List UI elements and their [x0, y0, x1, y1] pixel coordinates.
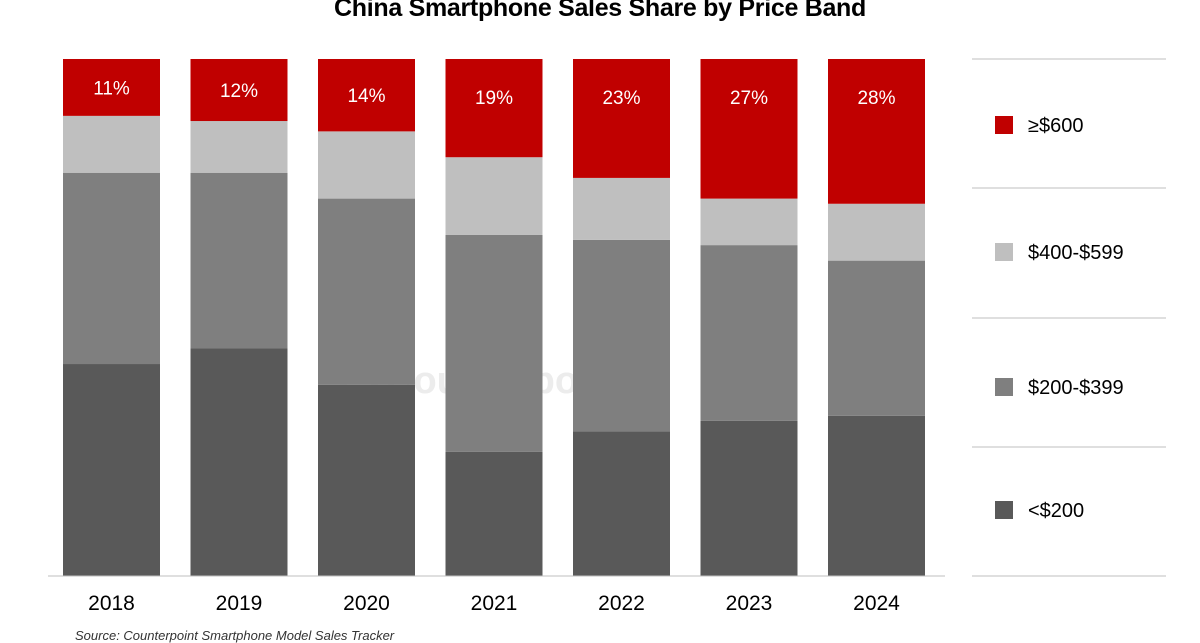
legend-swatch [995, 116, 1013, 134]
bar-segment-2022-2 [573, 177, 670, 240]
x-tick-label: 2023 [726, 592, 773, 615]
bar-segment-2022-3 [573, 59, 670, 178]
legend-swatch [995, 378, 1013, 396]
bar-segment-2019-3 [190, 59, 288, 122]
bar-segment-2021-3 [445, 59, 543, 158]
data-label: 23% [602, 88, 640, 109]
bar-segment-2024-0 [828, 415, 925, 576]
legend-label: $400-$599 [1028, 242, 1124, 264]
bar-segment-2024-2 [828, 203, 925, 261]
bar-segment-2019-2 [190, 121, 288, 173]
bar-segment-2021-2 [445, 157, 543, 235]
legend-swatch [995, 501, 1013, 519]
bar-segment-2020-3 [318, 59, 415, 132]
legend-label: $200-$399 [1028, 377, 1124, 399]
legend-label: ≥$600 [1028, 115, 1083, 137]
x-tick-label: 2019 [216, 592, 263, 615]
bar-segment-2019-1 [190, 172, 288, 349]
bar-segment-2024-1 [828, 260, 925, 416]
bar-segment-2018-0 [63, 364, 160, 576]
chart-title: China Smartphone Sales Share by Price Ba… [333, 0, 867, 22]
bar-segment-2020-0 [318, 384, 415, 576]
bar-segment-2022-0 [573, 431, 670, 576]
bar-segment-2022-1 [573, 239, 670, 432]
bar-segment-2023-3 [700, 59, 798, 199]
x-tick-label: 2022 [598, 592, 645, 615]
bar-segment-2023-1 [700, 245, 798, 421]
legend-swatch [995, 243, 1013, 261]
data-label: 27% [730, 88, 768, 109]
bar-segment-2019-0 [190, 348, 288, 576]
bar-segment-2020-1 [318, 198, 415, 385]
bar-segment-2018-1 [63, 172, 160, 365]
x-tick-label: 2024 [853, 592, 900, 615]
bar-segment-2023-0 [700, 420, 798, 576]
data-label: 14% [347, 86, 385, 107]
data-label: 12% [220, 81, 258, 102]
bar-segment-2020-2 [318, 131, 415, 199]
bar-segment-2024-3 [828, 59, 925, 204]
legend-label: <$200 [1028, 500, 1084, 522]
data-label: 11% [93, 78, 130, 99]
bar-segment-2018-3 [63, 59, 160, 116]
data-label: 28% [857, 88, 895, 109]
bar-segment-2021-0 [445, 451, 543, 576]
bar-segment-2021-1 [445, 234, 543, 452]
bar-segment-2023-2 [700, 198, 798, 246]
source-note: Source: Counterpoint Smartphone Model Sa… [75, 628, 395, 643]
x-tick-label: 2021 [471, 592, 518, 615]
bar-segment-2018-2 [63, 115, 160, 173]
x-tick-label: 2018 [88, 592, 135, 615]
x-tick-label: 2020 [343, 592, 390, 615]
data-label: 19% [475, 88, 513, 109]
